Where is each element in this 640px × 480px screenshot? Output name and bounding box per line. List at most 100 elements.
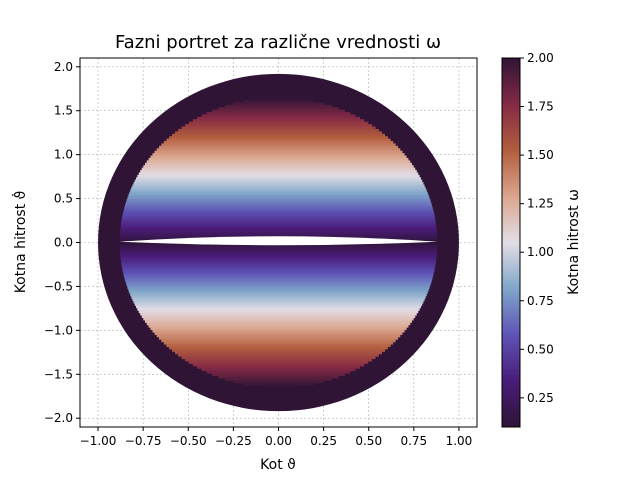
heatmap-strip: [134, 302, 423, 306]
heatmap-strip: [125, 281, 432, 285]
heatmap-strip: [150, 327, 407, 331]
heatmap-strip: [136, 177, 421, 181]
heatmap-strip: [133, 300, 424, 304]
x-tick-label: 0.25: [310, 434, 337, 448]
heatmap-strip: [122, 266, 435, 270]
heatmap-strip: [218, 375, 339, 379]
heatmap-strip: [185, 358, 372, 362]
y-tick-label: 2.0: [54, 60, 73, 74]
heatmap-strip: [134, 179, 423, 183]
x-tick-label: −0.50: [170, 434, 207, 448]
colorbar-tick-label: 0.25: [527, 391, 554, 405]
heatmap-strip: [206, 370, 351, 374]
heatmap-strip: [121, 220, 436, 224]
heatmap-strip: [161, 143, 396, 147]
heatmap-strip: [141, 314, 416, 318]
y-tick-label: −0.5: [44, 279, 73, 293]
heatmap-strip: [152, 329, 405, 333]
heatmap-strip: [143, 165, 414, 169]
heatmap-strip: [130, 293, 427, 297]
heatmap-strip: [258, 97, 299, 101]
heatmap-strip: [166, 343, 391, 347]
heatmap-strip: [152, 153, 405, 157]
heatmap-strip: [145, 162, 412, 166]
heatmap-strip: [206, 112, 351, 116]
x-tick-label: 1.00: [446, 434, 473, 448]
x-axis-label: Kot ϑ: [260, 457, 296, 473]
heatmap-strip: [136, 305, 421, 309]
heatmap-strip: [174, 131, 383, 135]
heatmap-strip: [218, 107, 339, 111]
x-tick-label: −0.75: [125, 434, 162, 448]
colorbar-tick-label: 1.00: [527, 245, 554, 259]
heatmap-strip: [119, 232, 438, 236]
heatmap-strip: [123, 271, 434, 275]
heatmap-strip: [120, 225, 437, 229]
heatmap-strip: [243, 99, 314, 103]
colorbar-tick-label: 0.50: [527, 342, 554, 356]
heatmap-strip: [119, 244, 438, 248]
heatmap-strip: [163, 341, 394, 345]
heatmap-strip: [127, 196, 430, 200]
heatmap-strip: [201, 368, 356, 372]
heatmap-strip: [233, 102, 324, 106]
colorbar-tick-label: 1.75: [527, 100, 554, 114]
heatmap-strip: [156, 148, 401, 152]
x-tick-label: −0.25: [215, 434, 252, 448]
x-tick-label: −1.00: [80, 434, 117, 448]
heatmap-strip: [178, 353, 379, 357]
heatmap-strip: [178, 128, 379, 132]
colorbar-tick-label: 1.25: [527, 197, 554, 211]
heatmap-strip: [123, 211, 434, 215]
heatmap-strip: [201, 114, 356, 118]
heatmap-strip: [197, 116, 360, 120]
heatmap-strip: [212, 372, 345, 376]
heatmap-strip: [188, 121, 369, 125]
heatmap-strip: [141, 167, 416, 171]
heatmap-strip: [146, 160, 411, 164]
x-tick-label: 0.50: [355, 434, 382, 448]
heatmap-strip: [124, 276, 433, 280]
heatmap-strip: [171, 348, 386, 352]
heatmap-strip: [130, 189, 427, 193]
heatmap-strip: [233, 380, 324, 384]
heatmap-strip: [120, 252, 437, 256]
heatmap-strip: [181, 356, 376, 360]
heatmap-strip: [150, 155, 407, 159]
heatmap-strip: [123, 273, 434, 277]
y-tick-label: −1.0: [44, 323, 73, 337]
colorbar-label: Kotna hitrost ω: [566, 189, 582, 295]
heatmap-strip: [192, 119, 365, 123]
heatmap-strip: [129, 191, 428, 195]
heatmap-strip: [156, 334, 401, 338]
colorbar-ticks: 0.25 0.50 0.75 1.00 1.25 1.50 1.75 2.00: [520, 51, 554, 405]
heatmap-strip: [225, 377, 332, 381]
heatmap-strip: [258, 385, 299, 389]
y-axis-label: Kotna hitrost ϑ̇: [11, 191, 29, 294]
heatmap-strip: [123, 208, 434, 212]
heatmap-layer: [98, 73, 459, 412]
heatmap-strip: [122, 269, 435, 273]
heatmap-strip: [197, 365, 360, 369]
colorbar-tick-label: 2.00: [527, 51, 554, 65]
heatmap-strip: [174, 351, 383, 355]
heatmap-strip: [126, 199, 431, 203]
heatmap-strip: [121, 218, 436, 222]
heatmap-strip: [148, 157, 409, 161]
heatmap-strip: [125, 203, 432, 207]
heatmap-strip: [119, 247, 438, 251]
heatmap-strip: [128, 288, 429, 292]
heatmap-strip: [140, 312, 417, 316]
heatmap-strip: [192, 363, 365, 367]
heatmap-strip: [243, 382, 314, 386]
y-axis-ticks: −2.0 −1.5 −1.0 −0.5 0.0 0.5 1.0 1.5 2.0: [44, 60, 80, 425]
heatmap-strip: [120, 256, 437, 261]
heatmap-strip: [121, 264, 436, 268]
heatmap-strip: [171, 133, 386, 137]
heatmap-strip: [126, 283, 431, 287]
heatmap-strip: [154, 331, 403, 335]
heatmap-strip: [212, 109, 345, 113]
colorbar: [501, 57, 521, 428]
x-tick-label: 0.00: [265, 434, 292, 448]
